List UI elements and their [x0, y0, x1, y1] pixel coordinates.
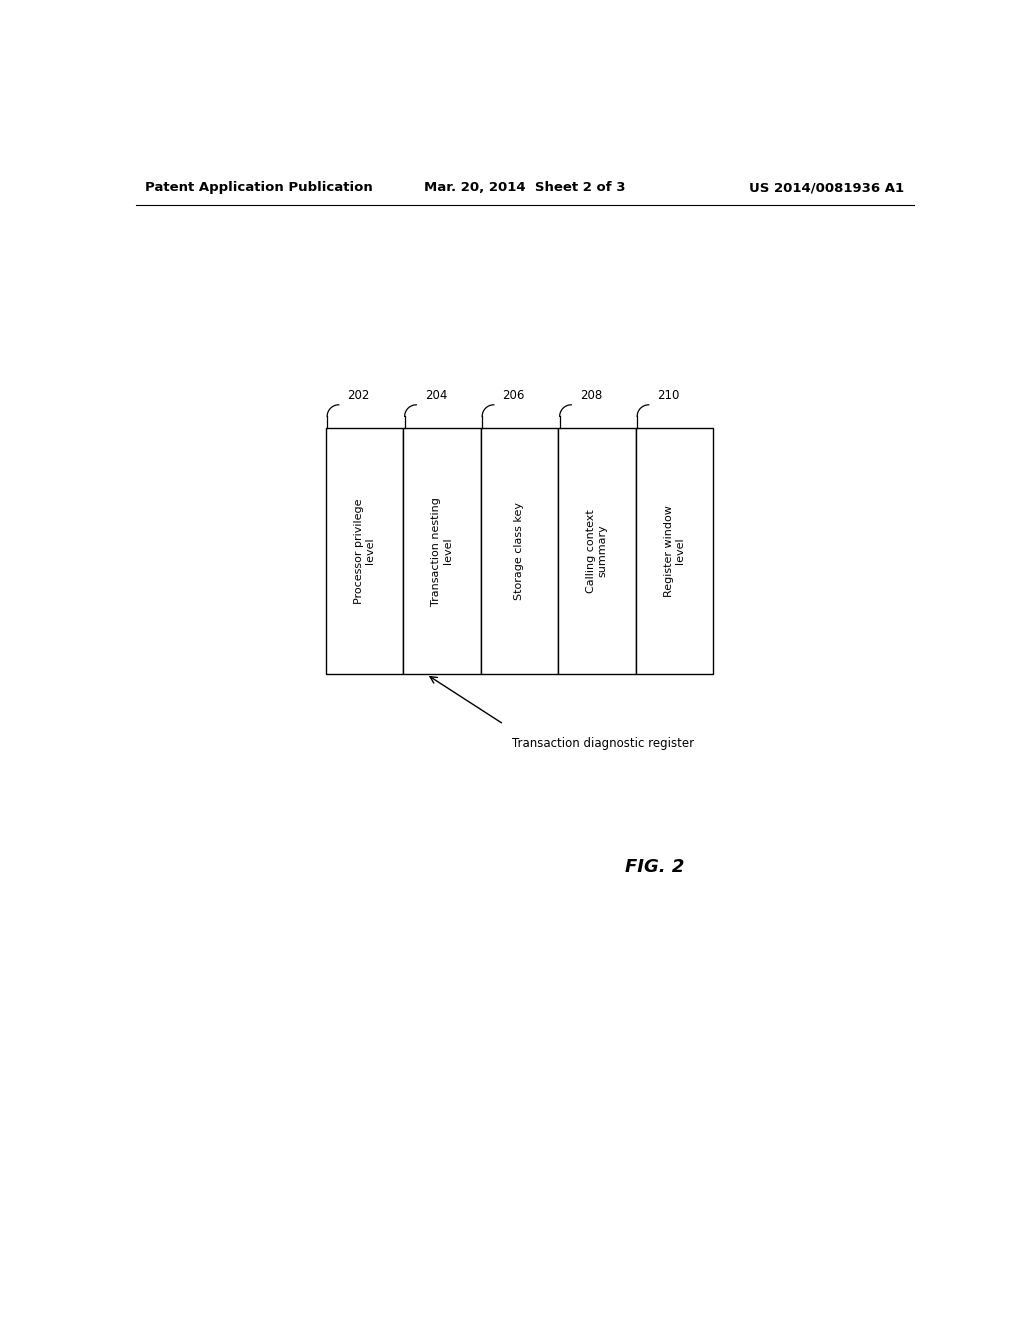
- Text: Storage class key: Storage class key: [514, 502, 524, 601]
- Text: Calling context
summary: Calling context summary: [586, 510, 607, 593]
- Bar: [636, 428, 713, 675]
- Text: Transaction nesting
level: Transaction nesting level: [431, 496, 453, 606]
- Bar: [326, 428, 403, 675]
- Text: US 2014/0081936 A1: US 2014/0081936 A1: [750, 181, 904, 194]
- Text: Processor privilege
level: Processor privilege level: [353, 499, 375, 603]
- Text: Register window
level: Register window level: [664, 506, 685, 597]
- Text: 202: 202: [347, 389, 370, 403]
- Text: Mar. 20, 2014  Sheet 2 of 3: Mar. 20, 2014 Sheet 2 of 3: [424, 181, 626, 194]
- Text: 210: 210: [657, 389, 680, 403]
- Text: Patent Application Publication: Patent Application Publication: [145, 181, 373, 194]
- Bar: [480, 428, 558, 675]
- Text: 204: 204: [425, 389, 447, 403]
- Text: 208: 208: [580, 389, 602, 403]
- Text: FIG. 2: FIG. 2: [626, 858, 685, 875]
- Bar: [403, 428, 480, 675]
- Bar: [558, 428, 636, 675]
- Text: Transaction diagnostic register: Transaction diagnostic register: [512, 737, 693, 750]
- Text: 206: 206: [503, 389, 524, 403]
